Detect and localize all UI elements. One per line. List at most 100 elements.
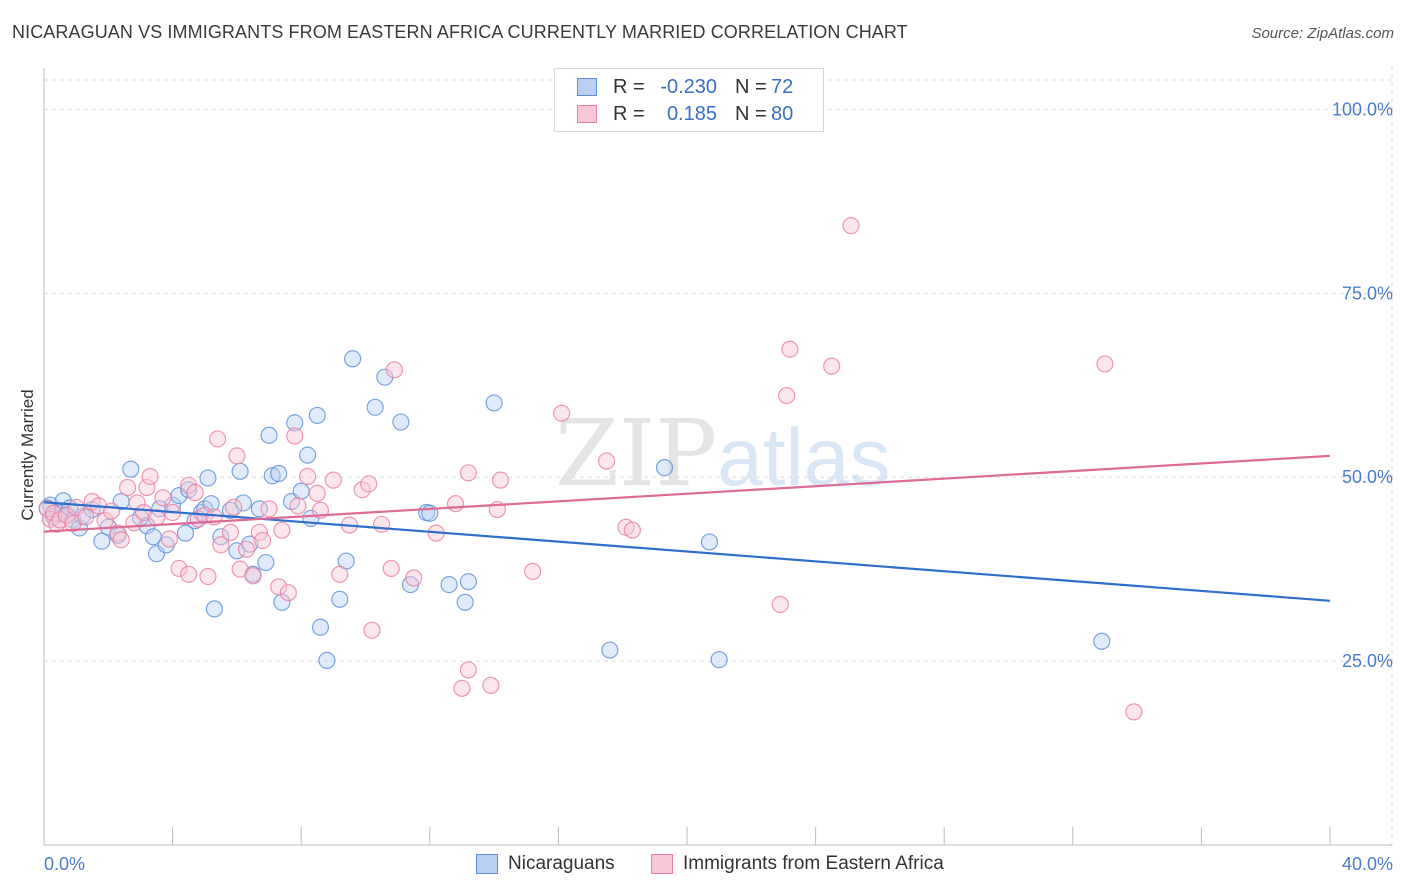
point-eastern-africa (482, 676, 500, 694)
axes (43, 68, 1392, 846)
point-eastern-africa (270, 578, 288, 596)
legend-swatch-eastern-africa (651, 854, 673, 874)
legend-label: Immigrants from Eastern Africa (683, 853, 944, 874)
point-eastern-africa (781, 340, 799, 358)
point-nicaraguans (151, 500, 169, 518)
point-eastern-africa (453, 679, 471, 697)
point-eastern-africa (823, 357, 841, 375)
point-nicaraguans (700, 533, 719, 551)
point-nicaraguans (311, 618, 330, 636)
point-nicaraguans (440, 576, 458, 594)
point-eastern-africa (446, 495, 465, 513)
point-eastern-africa (1125, 703, 1143, 721)
point-eastern-africa (299, 467, 317, 486)
stats-box: R = -0.230 N = 72 R = 0.185 N = 80 (554, 68, 824, 132)
point-eastern-africa (771, 595, 789, 614)
point-eastern-africa (225, 498, 243, 516)
point-eastern-africa (842, 217, 860, 235)
point-nicaraguans (263, 467, 281, 485)
point-eastern-africa (286, 427, 304, 445)
point-eastern-africa (237, 540, 256, 558)
point-eastern-africa (186, 484, 204, 502)
watermark: ZIPatlas (555, 400, 890, 507)
point-eastern-africa (45, 504, 63, 522)
y-tick-label: 25.0% (1342, 651, 1393, 671)
point-nicaraguans (176, 524, 195, 542)
point-nicaraguans (241, 535, 259, 553)
point-eastern-africa (382, 559, 400, 578)
point-eastern-africa (212, 536, 230, 554)
point-eastern-africa (128, 494, 146, 512)
n-label: N = (735, 103, 767, 125)
point-nicaraguans (234, 494, 252, 512)
point-nicaraguans (655, 459, 674, 477)
point-eastern-africa (141, 467, 159, 486)
point-eastern-africa (138, 478, 156, 497)
point-eastern-africa (324, 471, 342, 489)
point-eastern-africa (598, 452, 616, 470)
r-value: -0.230 (660, 76, 717, 98)
point-nicaraguans (199, 469, 217, 487)
point-nicaraguans (392, 413, 410, 431)
point-nicaraguans (231, 462, 249, 480)
point-eastern-africa (180, 565, 198, 583)
point-nicaraguans (456, 593, 474, 611)
point-eastern-africa (372, 515, 391, 533)
x-tick-label: 0.0% (44, 854, 85, 874)
point-nicaraguans (366, 398, 384, 416)
point-nicaraguans (601, 641, 619, 659)
point-eastern-africa (170, 559, 188, 578)
legend-label: Nicaraguans (508, 853, 615, 874)
point-nicaraguans (93, 532, 111, 550)
point-eastern-africa (221, 523, 240, 541)
point-nicaraguans (257, 553, 275, 572)
point-eastern-africa (279, 584, 297, 602)
y-tick-label: 50.0% (1342, 467, 1393, 487)
point-nicaraguans (122, 460, 140, 478)
point-eastern-africa (112, 531, 130, 549)
point-nicaraguans (710, 651, 728, 669)
chart-title: NICARAGUAN VS IMMIGRANTS FROM EASTERN AF… (12, 22, 908, 42)
point-eastern-africa (623, 521, 641, 539)
point-eastern-africa (289, 497, 307, 515)
point-eastern-africa (228, 447, 246, 465)
y-axis-label: Currently Married (18, 389, 37, 521)
n-value: 72 (771, 76, 794, 98)
point-nicaraguans (286, 414, 304, 432)
x-tick-label: 40.0% (1342, 854, 1393, 874)
point-eastern-africa (254, 531, 272, 550)
point-nicaraguans (344, 350, 362, 368)
point-eastern-africa (778, 386, 796, 405)
point-eastern-africa (102, 502, 121, 520)
trend-lines (43, 454, 1331, 602)
point-eastern-africa (331, 565, 349, 583)
point-eastern-africa (459, 464, 477, 482)
point-nicaraguans (270, 464, 288, 483)
point-eastern-africa (273, 521, 291, 539)
r-label: R = (613, 103, 645, 125)
legend: Nicaraguans Immigrants from Eastern Afri… (0, 852, 1406, 878)
point-eastern-africa (353, 481, 371, 499)
point-nicaraguans (205, 600, 223, 618)
n-label: N = (735, 76, 767, 98)
watermark-zip: ZIP (555, 400, 718, 507)
point-eastern-africa (405, 569, 423, 587)
point-nicaraguans (331, 590, 349, 608)
trend-line-eastern-africa (43, 454, 1331, 533)
grid (44, 66, 1393, 845)
point-eastern-africa (199, 567, 217, 586)
stats-row-nicaraguans: R = -0.230 N = 72 (555, 74, 823, 102)
point-eastern-africa (363, 621, 381, 639)
point-eastern-africa (244, 567, 262, 585)
point-nicaraguans (308, 406, 326, 425)
point-nicaraguans (299, 446, 317, 464)
point-eastern-africa (160, 530, 178, 548)
point-nicaraguans (485, 394, 503, 412)
point-nicaraguans (292, 482, 310, 500)
n-value: 80 (771, 103, 794, 125)
y-tick-label: 75.0% (1342, 283, 1393, 303)
point-eastern-africa (459, 661, 477, 679)
stats-swatch-eastern-africa (577, 105, 597, 123)
point-eastern-africa (308, 484, 326, 502)
